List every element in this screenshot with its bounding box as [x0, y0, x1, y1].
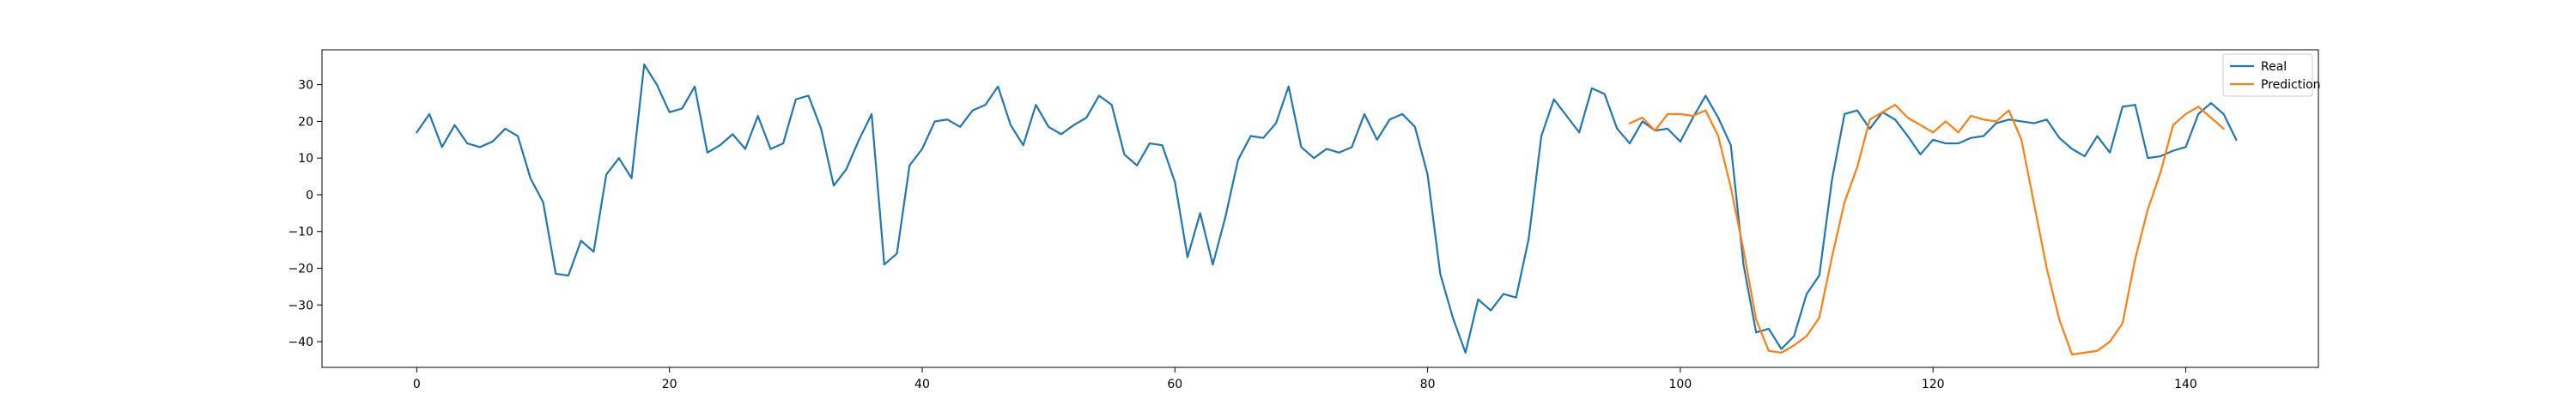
- legend-label-prediction: Prediction: [2261, 78, 2321, 92]
- x-tick-label: 140: [2174, 378, 2197, 391]
- y-tick-label: −40: [288, 336, 313, 349]
- y-axis-ticks: −40 −30 −20 −10 0 10 20 30: [288, 79, 322, 349]
- legend: Real Prediction: [2222, 53, 2321, 97]
- series-line-prediction: [1628, 104, 2226, 356]
- axes-frame: [321, 49, 2319, 368]
- y-tick-label: 10: [298, 152, 313, 166]
- legend-label-real: Real: [2261, 60, 2287, 74]
- legend-box: [2222, 53, 2313, 97]
- x-tick-label: 40: [914, 378, 930, 391]
- x-tick-label: 80: [1420, 378, 1436, 391]
- x-tick-label: 100: [1669, 378, 1692, 391]
- y-tick-label: −10: [288, 226, 313, 239]
- y-tick-label: 20: [298, 115, 313, 129]
- y-tick-label: 30: [298, 79, 313, 93]
- x-tick-label: 20: [662, 378, 677, 391]
- series-line-real: [415, 64, 2238, 354]
- x-tick-label: 60: [1167, 378, 1182, 391]
- y-tick-label: −30: [288, 299, 313, 312]
- y-tick-label: 0: [306, 189, 313, 203]
- x-tick-label: 120: [1922, 378, 1945, 391]
- x-tick-label: 0: [413, 378, 421, 391]
- y-tick-label: −20: [288, 263, 313, 276]
- series-group: [415, 64, 2238, 356]
- x-axis-ticks: 0 20 40 60 80 100 120 140: [413, 367, 2197, 391]
